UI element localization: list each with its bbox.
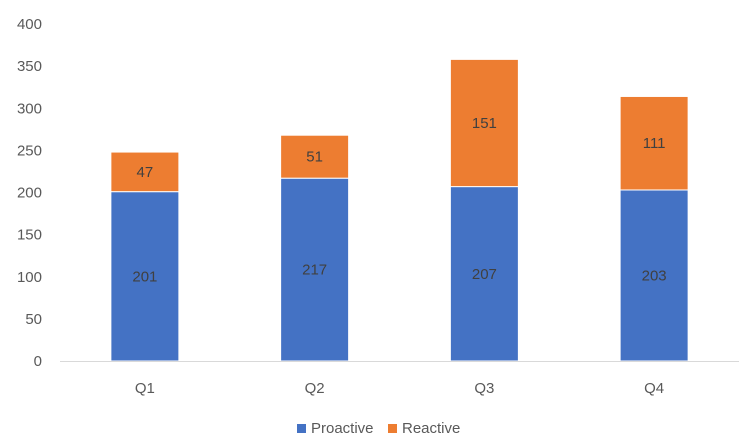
legend-swatch-proactive	[297, 424, 306, 433]
y-axis-ticks: 0 50 100 150 200 250 300 350 400	[17, 16, 42, 370]
legend-label-proactive: Proactive	[311, 420, 374, 437]
x-tick-label-q2: Q2	[305, 380, 325, 397]
data-label-q3-proactive: 207	[472, 266, 497, 283]
y-tick-label-400: 400	[17, 16, 42, 33]
bar-q4-reactive	[619, 95, 689, 191]
y-tick-label-0: 0	[34, 353, 42, 370]
data-label-q2-reactive: 51	[306, 149, 323, 166]
bars: 201 47 217 51 207 151 203 111	[110, 58, 689, 362]
data-label-q4-reactive: 111	[643, 135, 666, 152]
y-tick-label-350: 350	[17, 58, 42, 75]
x-axis-ticks: Q1 Q2 Q3 Q4	[135, 380, 664, 397]
y-tick-label-150: 150	[17, 227, 42, 244]
y-tick-label-100: 100	[17, 269, 42, 286]
data-label-q2-proactive: 217	[302, 262, 327, 279]
y-tick-label-250: 250	[17, 142, 42, 159]
bar-q1-reactive	[110, 151, 180, 193]
bar-q1-proactive	[110, 191, 180, 362]
x-tick-label-q1: Q1	[135, 380, 155, 397]
data-label-q1-reactive: 47	[137, 164, 154, 181]
bar-q2-reactive	[280, 134, 350, 179]
data-label-q1-proactive: 201	[132, 268, 157, 285]
x-tick-label-q3: Q3	[474, 380, 494, 397]
legend-swatch-reactive	[388, 424, 397, 433]
y-tick-label-300: 300	[17, 100, 42, 117]
data-label-q3-reactive: 151	[472, 115, 497, 132]
bar-q3-reactive	[449, 58, 519, 188]
legend: Proactive Reactive	[297, 420, 460, 437]
legend-label-reactive: Reactive	[402, 420, 460, 437]
y-tick-label-200: 200	[17, 185, 42, 202]
data-label-q4-proactive: 203	[642, 267, 667, 284]
x-tick-label-q4: Q4	[644, 380, 664, 397]
bar-q3-proactive	[449, 186, 519, 362]
y-tick-label-50: 50	[25, 311, 42, 328]
